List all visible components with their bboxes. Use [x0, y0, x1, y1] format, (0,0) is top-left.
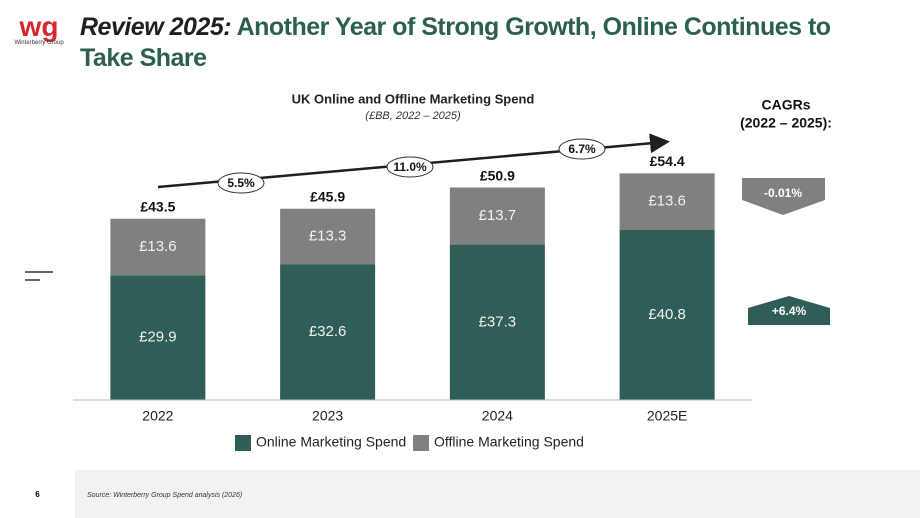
x-tick-label: 2024 — [482, 408, 513, 424]
bar-segment — [110, 275, 206, 400]
slide-title: Review 2025: Another Year of Strong Grow… — [80, 12, 840, 74]
footer — [0, 470, 920, 518]
bar-segment — [280, 264, 376, 400]
logo: wg Winterberry Group — [14, 11, 64, 47]
cagr-online: +6.4% — [772, 304, 807, 318]
growth-label: 6.7% — [568, 142, 596, 156]
title-lead: Review 2025: — [80, 13, 232, 41]
growth-bubble — [558, 138, 606, 160]
bar-segment — [619, 173, 715, 230]
cagr-title: (2022 – 2025): — [740, 115, 832, 131]
bar-segment — [449, 244, 545, 400]
value-label: £13.7 — [479, 207, 517, 224]
total-label: £54.4 — [650, 153, 685, 169]
value-label: £40.8 — [648, 306, 686, 323]
title-text: Another Year of Strong Growth, Online Co… — [80, 13, 831, 72]
growth-bubble — [217, 172, 265, 194]
growth-label: 5.5% — [227, 176, 255, 190]
legend-label: Offline Marketing Spend — [434, 434, 584, 450]
source: Source: Winterberry Group Spend analysis… — [87, 492, 243, 499]
cagr-online-shape — [748, 296, 830, 325]
cagr-offline: -0.01% — [764, 186, 802, 200]
logo-text: Winterberry Group — [14, 40, 64, 46]
value-label: £37.3 — [479, 313, 517, 330]
total-label: £43.5 — [140, 198, 175, 214]
bar-segment — [280, 208, 376, 265]
value-label: £13.6 — [648, 193, 686, 210]
bar-segment — [110, 218, 206, 276]
cagr-title: CAGRs — [761, 97, 810, 113]
cagr-offline-shape — [742, 178, 825, 215]
bar-segment — [619, 230, 715, 400]
legend-swatch — [235, 435, 251, 451]
total-label: £50.9 — [480, 168, 515, 184]
value-label: £32.6 — [309, 323, 347, 340]
legend-swatch — [413, 435, 429, 451]
legend-label: Online Marketing Spend — [256, 434, 406, 450]
growth-bubble — [386, 156, 434, 178]
bar-segment — [449, 187, 545, 245]
chart-title: UK Online and Offline Marketing Spend — [292, 91, 535, 106]
x-tick-label: 2022 — [142, 408, 173, 424]
chart-subtitle: (£BB, 2022 – 2025) — [365, 110, 461, 122]
x-tick-label: 2025E — [647, 408, 687, 424]
total-label: £45.9 — [310, 188, 345, 204]
value-label: £13.3 — [309, 227, 347, 244]
page-number: 6 — [0, 470, 75, 518]
value-label: £29.9 — [139, 329, 177, 346]
growth-label: 11.0% — [393, 160, 427, 174]
x-tick-label: 2023 — [312, 408, 343, 424]
value-label: £13.6 — [139, 238, 177, 255]
chart: UK Online and Offline Marketing Spend (£… — [25, 91, 832, 451]
